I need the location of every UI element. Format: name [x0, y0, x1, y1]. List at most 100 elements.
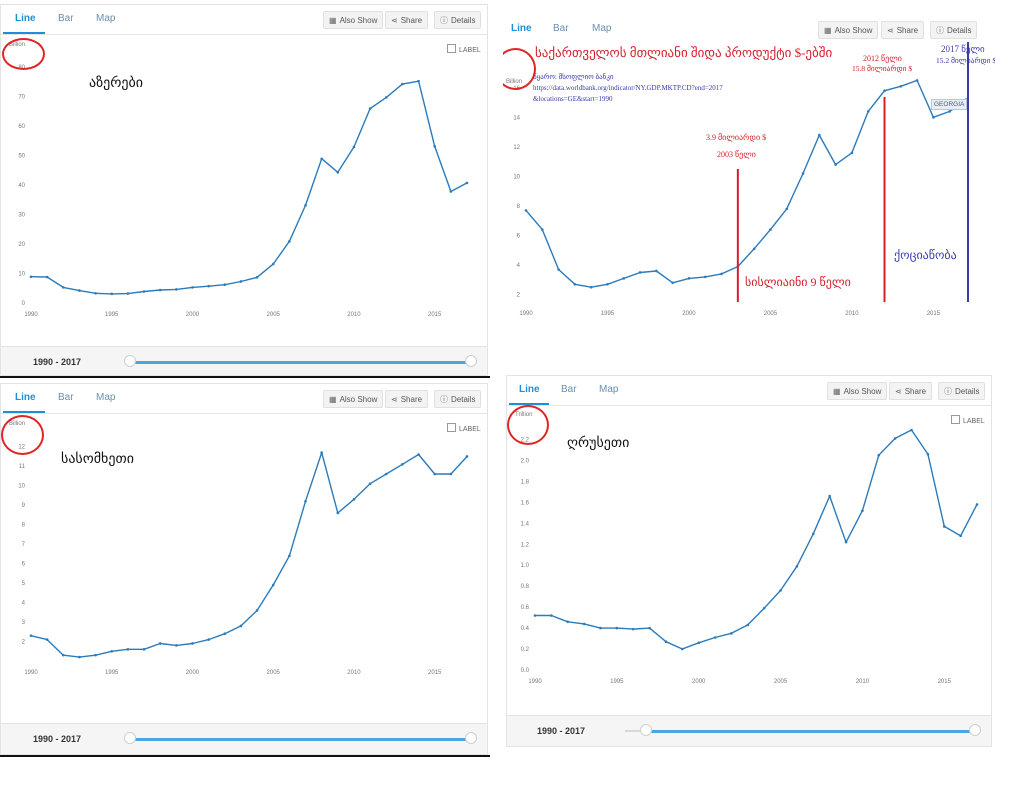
- y-tick-label: 1.6: [521, 500, 530, 506]
- range-slider-track[interactable]: [131, 361, 471, 364]
- active-tab-indicator: [3, 32, 45, 34]
- grid-icon: ▦: [329, 16, 337, 25]
- data-point: [110, 649, 114, 653]
- data-point: [271, 262, 275, 266]
- tab-bar[interactable]: Bar: [58, 392, 74, 403]
- also-show-button[interactable]: ▦ Also Show: [323, 390, 384, 408]
- x-tick-label: 2005: [764, 311, 778, 317]
- tab-bar[interactable]: Bar: [58, 13, 74, 24]
- x-tick-label: 2000: [692, 679, 706, 685]
- tab-map[interactable]: Map: [592, 23, 612, 34]
- tab-line[interactable]: Line: [15, 13, 36, 24]
- data-point: [720, 272, 723, 276]
- data-point: [158, 288, 162, 292]
- data-point: [449, 190, 453, 193]
- slider-knob-end[interactable]: [969, 724, 981, 736]
- data-point: [779, 589, 782, 592]
- also-show-button[interactable]: ▦ Also Show: [827, 382, 888, 400]
- tab-map[interactable]: Map: [96, 13, 116, 24]
- data-point: [540, 228, 544, 231]
- label-checkbox[interactable]: LABEL: [951, 415, 985, 425]
- data-point: [648, 626, 651, 630]
- label-checkbox[interactable]: LABEL: [447, 423, 481, 433]
- data-point: [622, 277, 626, 280]
- share-button[interactable]: ⋖ Share: [385, 11, 429, 29]
- y-tick-label: 4: [517, 263, 521, 269]
- y-tick-label: 9: [22, 503, 26, 509]
- data-point: [769, 228, 772, 231]
- also-show-label: Also Show: [834, 26, 873, 35]
- details-button[interactable]: ⓘ Details: [930, 21, 978, 39]
- label-checkbox[interactable]: LABEL: [447, 44, 481, 54]
- slider-knob-end[interactable]: [465, 355, 477, 367]
- slider-knob-start[interactable]: [124, 732, 136, 744]
- y-tick-label: 1.8: [521, 479, 530, 485]
- slider-knob-end[interactable]: [465, 732, 477, 744]
- x-tick-label: 1995: [601, 311, 615, 317]
- series-line: [30, 80, 468, 295]
- range-slider-track[interactable]: [131, 738, 471, 741]
- share-icon: ⋖: [887, 26, 894, 35]
- chart-tabs: Line Bar Map ▦ Also Show ⋖ Share ⓘ Details: [1, 5, 487, 35]
- slider-knob-start[interactable]: [640, 724, 652, 736]
- x-tick-label: 2005: [774, 679, 788, 685]
- grid-icon: ▦: [329, 395, 337, 404]
- slider-knob-start[interactable]: [124, 355, 136, 367]
- data-point: [746, 623, 750, 627]
- data-point: [631, 627, 635, 631]
- data-point: [795, 564, 799, 568]
- also-show-button[interactable]: ▦ Also Show: [323, 11, 384, 29]
- range-slider-track[interactable]: [645, 730, 975, 733]
- y-tick-label: 11: [19, 464, 26, 470]
- y-tick-label: 1.0: [521, 563, 530, 569]
- share-button[interactable]: ⋖ Share: [881, 21, 925, 39]
- share-button[interactable]: ⋖ Share: [889, 382, 933, 400]
- tab-divider: [1, 34, 487, 35]
- share-button[interactable]: ⋖ Share: [385, 390, 429, 408]
- data-point: [948, 110, 952, 113]
- data-point: [336, 511, 340, 515]
- details-button[interactable]: ⓘ Details: [434, 390, 482, 408]
- tab-line[interactable]: Line: [15, 392, 36, 403]
- y-tick-label: 6: [22, 562, 26, 568]
- tab-bar[interactable]: Bar: [553, 23, 569, 34]
- tab-map[interactable]: Map: [96, 392, 116, 403]
- tab-line[interactable]: Line: [519, 384, 540, 395]
- x-tick-label: 1995: [105, 312, 119, 318]
- also-show-button[interactable]: ▦ Also Show: [818, 21, 879, 39]
- y-tick-label: 70: [18, 95, 25, 101]
- data-point: [239, 624, 243, 628]
- data-point: [433, 145, 437, 148]
- data-point: [893, 437, 897, 440]
- data-point: [524, 209, 528, 212]
- details-button[interactable]: ⓘ Details: [434, 11, 482, 29]
- data-point: [368, 482, 372, 486]
- y-tick-label: 12: [513, 145, 520, 151]
- data-point: [384, 96, 388, 99]
- data-point: [239, 280, 243, 283]
- x-tick-label: 1995: [105, 670, 119, 676]
- tab-bar[interactable]: Bar: [561, 384, 577, 395]
- data-point: [801, 172, 805, 175]
- data-point: [320, 157, 323, 161]
- data-point: [126, 292, 130, 295]
- data-point: [959, 534, 962, 538]
- info-icon: ⓘ: [440, 395, 448, 404]
- details-button[interactable]: ⓘ Details: [938, 382, 986, 400]
- x-tick-label: 1990: [519, 311, 533, 317]
- y-tick-label: 1.2: [521, 542, 530, 548]
- data-point: [417, 79, 420, 83]
- y-tick-label: 0.2: [521, 647, 530, 653]
- info-icon: ⓘ: [440, 16, 448, 25]
- tab-map[interactable]: Map: [599, 384, 619, 395]
- checkbox-icon: [951, 415, 960, 424]
- y-tick-label: 60: [18, 124, 25, 130]
- data-point: [818, 133, 821, 137]
- data-point: [158, 642, 162, 645]
- tab-line[interactable]: Line: [511, 23, 532, 34]
- details-label: Details: [451, 395, 476, 404]
- data-point: [615, 626, 619, 630]
- y-tick-label: 5: [22, 581, 26, 587]
